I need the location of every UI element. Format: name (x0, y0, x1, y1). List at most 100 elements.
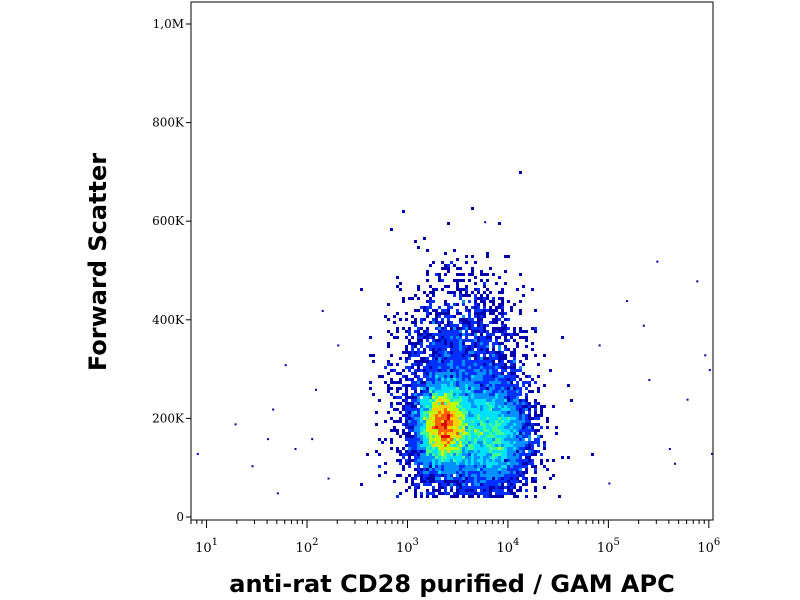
density-cell-165 (462, 456, 465, 459)
density-cell-27 (453, 414, 456, 417)
density-cell-308 (459, 420, 462, 423)
density-cell-648 (414, 420, 417, 423)
density-cell-236 (441, 384, 444, 387)
density-cell-1107 (507, 372, 510, 375)
density-cell-1572 (489, 480, 492, 483)
density-cell-2301 (510, 372, 513, 375)
density-cell-1098 (507, 477, 510, 480)
density-cell-2397 (462, 495, 465, 498)
density-cell-942 (465, 357, 468, 360)
density-cell-2417 (486, 441, 489, 444)
density-cell-1563 (531, 342, 534, 345)
density-cell-2526 (489, 393, 492, 396)
density-cell-1302 (504, 318, 507, 321)
density-cell-563 (417, 381, 420, 384)
density-cell-1986 (474, 474, 477, 477)
density-cell-2095 (483, 468, 486, 471)
density-cell-69 (429, 429, 432, 432)
density-cell-1368 (480, 390, 483, 393)
density-cell-797 (456, 492, 459, 495)
density-cell-298 (435, 429, 438, 432)
density-cell-551 (471, 447, 474, 450)
density-cell-1108 (477, 447, 480, 450)
density-cell-745 (420, 306, 423, 309)
density-cell-59 (459, 426, 462, 429)
density-cell-1901 (405, 384, 408, 387)
density-cell-2478 (516, 375, 519, 378)
density-cell-397 (435, 477, 438, 480)
density-cell-1237 (483, 432, 486, 435)
density-cell-1024 (474, 408, 477, 411)
density-cell-1296 (498, 483, 501, 486)
density-cell-346 (456, 462, 459, 465)
density-cell-791 (429, 342, 432, 345)
density-cell-2518 (525, 330, 528, 333)
density-cell-1327 (474, 345, 477, 348)
density-cell-293 (432, 399, 435, 402)
density-cell-801 (501, 375, 504, 378)
density-cell-1297 (447, 285, 450, 288)
density-cell-1879 (483, 378, 486, 381)
density-cell-75 (438, 450, 441, 453)
density-cell-1810 (519, 330, 522, 333)
density-cell-2263 (450, 495, 453, 498)
density-cell-2524 (519, 459, 522, 462)
density-cell-2486 (540, 462, 543, 465)
density-cell-2533 (525, 444, 528, 447)
density-cell-2515 (522, 426, 525, 429)
density-cell-162 (453, 441, 456, 444)
density-cell-262 (447, 435, 450, 438)
density-cell-2139 (501, 417, 504, 420)
density-cell-1713 (522, 285, 525, 288)
density-cell-1081 (456, 282, 459, 285)
density-cell-251 (453, 444, 456, 447)
density-cell-2167 (531, 477, 534, 480)
density-cell-1498 (498, 444, 501, 447)
density-cell-2006 (486, 384, 489, 387)
density-cell-263 (471, 411, 474, 414)
density-cell-650 (432, 480, 435, 483)
density-cell-1447 (456, 480, 459, 483)
density-cell-1282 (450, 345, 453, 348)
density-cell-2341 (414, 372, 417, 375)
density-cell-870 (495, 357, 498, 360)
density-cell-1057 (441, 318, 444, 321)
density-cell-2280 (393, 315, 396, 318)
density-cell-179 (462, 417, 465, 420)
density-cell-2142 (534, 354, 537, 357)
density-cell-957 (480, 363, 483, 366)
density-cell-2569 (528, 423, 531, 426)
density-cell-2035 (402, 210, 405, 213)
density-cell-482 (402, 453, 405, 456)
density-cell-2413 (510, 453, 513, 456)
density-cell-453 (423, 375, 426, 378)
density-cell-1389 (423, 318, 426, 321)
density-cell-2405 (495, 432, 498, 435)
density-cell-70 (441, 399, 444, 402)
density-cell-744 (513, 447, 516, 450)
density-cell-632 (465, 444, 468, 447)
density-cell-1426 (528, 456, 531, 459)
density-cell-217 (429, 399, 432, 402)
density-cell-1470 (489, 408, 492, 411)
density-cell-1868 (435, 495, 438, 498)
density-cell-290 (456, 456, 459, 459)
density-cell-1136 (462, 345, 465, 348)
density-cell-1958 (507, 426, 510, 429)
density-cell-1526 (417, 465, 420, 468)
density-cell-195 (444, 468, 447, 471)
density-cell-431 (471, 432, 474, 435)
density-cell-2402 (513, 405, 516, 408)
density-cell-1014 (408, 426, 411, 429)
density-cell-1904 (387, 411, 390, 414)
density-cell-1874 (501, 288, 504, 291)
density-cell-2480 (522, 471, 525, 474)
density-cell-2242 (387, 363, 390, 366)
density-cell-1240 (501, 399, 504, 402)
density-cell-153 (441, 429, 444, 432)
density-cell-2313 (513, 330, 516, 333)
density-cell-76 (456, 426, 459, 429)
density-cell-1776 (420, 468, 423, 471)
density-cell-249 (411, 441, 414, 444)
density-cell-2082 (411, 396, 414, 399)
